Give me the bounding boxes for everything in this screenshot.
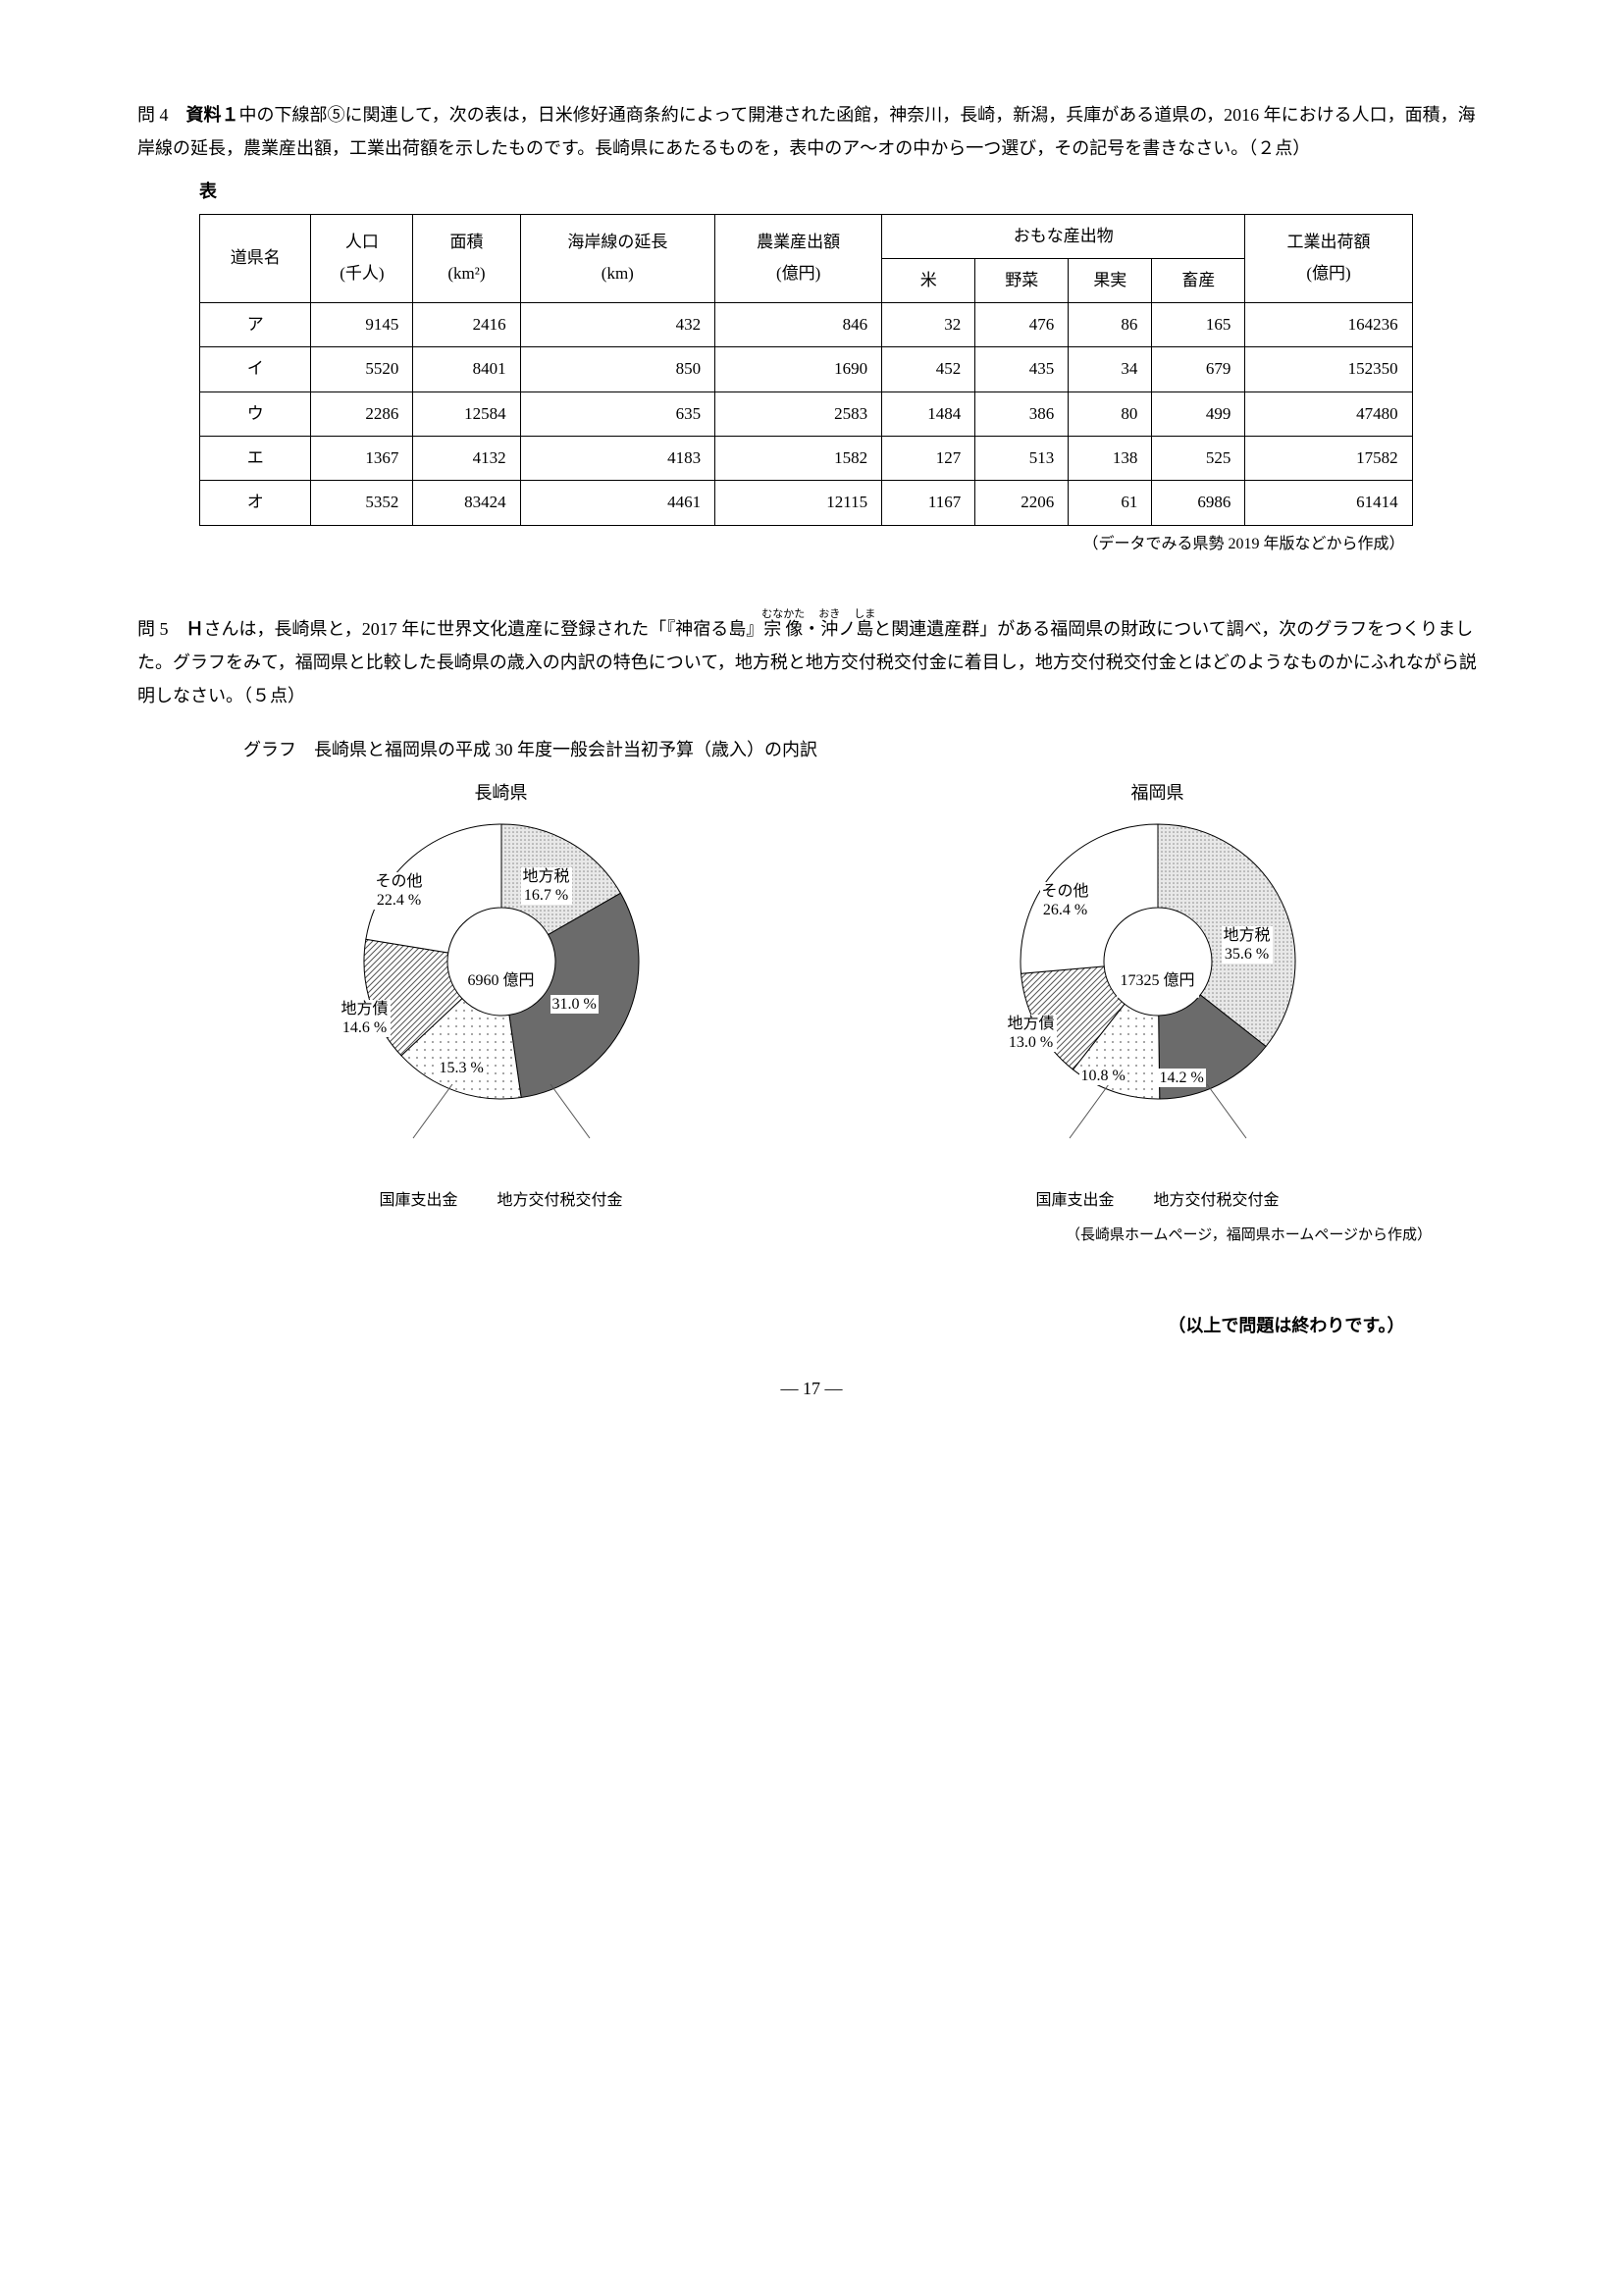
pie-slice-label: その他26.4 % xyxy=(1040,882,1091,919)
fukuoka-chart: 福岡県 17325 億円地方税35.6 %14.2 %10.8 %地方債13.0… xyxy=(952,776,1364,1217)
charts-row: 長崎県 6960 億円地方税16.7 %31.0 %15.3 %地方債14.6 … xyxy=(173,776,1486,1217)
pie-slice-label: 地方税16.7 % xyxy=(521,867,572,905)
nagasaki-callouts: 国庫支出金 地方交付税交付金 xyxy=(295,1186,707,1216)
pie-slice-label: 15.3 % xyxy=(438,1059,486,1077)
graph-title: グラフ 長崎県と福岡県の平成 30 年度一般会計当初予算（歳入）の内訳 xyxy=(243,733,1486,766)
question-5: 問 5 Ｈさんは，長崎県と，2017 年に世界文化遺産に登録された「『神宿る島』… xyxy=(137,608,1486,1250)
th-live: 畜産 xyxy=(1152,258,1245,302)
table-row: オ5352834244461121151167220661698661414 xyxy=(200,481,1413,525)
pie-slice-label: 10.8 % xyxy=(1079,1067,1127,1085)
th-fruit: 果実 xyxy=(1069,258,1152,302)
th-ind: 工業出荷額(億円) xyxy=(1245,214,1412,303)
pie-slice-label: その他22.4 % xyxy=(374,872,425,910)
table-row: ア914524164328463247686165164236 xyxy=(200,303,1413,347)
end-note: （以上で問題は終わりです。） xyxy=(137,1309,1405,1342)
prefecture-table: 道県名 人口(千人) 面積(km²) 海岸線の延長(km) 農業産出額(億円) … xyxy=(199,214,1413,526)
q5-text: 問 5 Ｈさんは，長崎県と，2017 年に世界文化遺産に登録された「『神宿る島』… xyxy=(137,608,1486,713)
page-number: — 17 — xyxy=(137,1372,1486,1405)
q4-body: 資料１中の下線部⑤に関連して，次の表は，日米修好通商条約によって開港された函館，… xyxy=(137,105,1476,158)
th-area: 面積(km²) xyxy=(413,214,520,303)
th-agri: 農業産出額(億円) xyxy=(715,214,882,303)
th-coast: 海岸線の延長(km) xyxy=(520,214,714,303)
th-name: 道県名 xyxy=(200,214,311,303)
fukuoka-pie: 17325 億円地方税35.6 % 14.2 % 10.8 % 地方債13.0 % その… xyxy=(952,813,1364,1186)
table-row: イ55208401850169045243534679152350 xyxy=(200,347,1413,391)
pie-center-label: 6960 億円 xyxy=(463,965,538,998)
callout-kokko: 国庫支出金 xyxy=(1035,1186,1114,1216)
pie-slice-label: 31.0 % xyxy=(550,995,599,1014)
pie-slice-label: 地方債13.0 % xyxy=(1006,1015,1057,1052)
table-label: 表 xyxy=(199,175,1486,208)
callout-koufu: 地方交付税交付金 xyxy=(1154,1186,1280,1216)
fukuoka-callouts: 国庫支出金 地方交付税交付金 xyxy=(952,1186,1364,1216)
q4-label: 問 4 xyxy=(137,105,169,125)
q5-body: Ｈさんは，長崎県と，2017 年に世界文化遺産に登録された「『神宿る島』宗像むな… xyxy=(137,619,1477,705)
callout-koufu: 地方交付税交付金 xyxy=(497,1186,623,1216)
nagasaki-chart: 長崎県 6960 億円地方税16.7 %31.0 %15.3 %地方債14.6 … xyxy=(295,776,707,1217)
table-source-note: （データでみる県勢 2019 年版などから作成） xyxy=(137,530,1405,559)
graph-source-note: （長崎県ホームページ，福岡県ホームページから作成） xyxy=(137,1222,1432,1250)
pie-slice-label: 14.2 % xyxy=(1158,1069,1206,1087)
th-products: おもな産出物 xyxy=(882,214,1245,258)
q5-label: 問 5 xyxy=(137,619,169,639)
nagasaki-pie: 6960 億円 地方税16.7 % 31.0 % 15.3 % 地方債14.6 % その他… xyxy=(295,813,707,1186)
th-rice: 米 xyxy=(882,258,975,302)
th-pop: 人口(千人) xyxy=(311,214,413,303)
th-veg: 野菜 xyxy=(975,258,1069,302)
q4-text: 問 4 資料１中の下線部⑤に関連して，次の表は，日米修好通商条約によって開港され… xyxy=(137,98,1486,165)
pie-center-label: 17325 億円 xyxy=(1116,965,1198,998)
pie-slice-label: 地方税35.6 % xyxy=(1222,926,1273,964)
table-row: エ136741324183158212751313852517582 xyxy=(200,437,1413,481)
table-row: ウ228612584635258314843868049947480 xyxy=(200,391,1413,436)
callout-kokko: 国庫支出金 xyxy=(379,1186,457,1216)
question-4: 問 4 資料１中の下線部⑤に関連して，次の表は，日米修好通商条約によって開港され… xyxy=(137,98,1486,559)
pie-slice-label: 地方債14.6 % xyxy=(340,1000,391,1037)
